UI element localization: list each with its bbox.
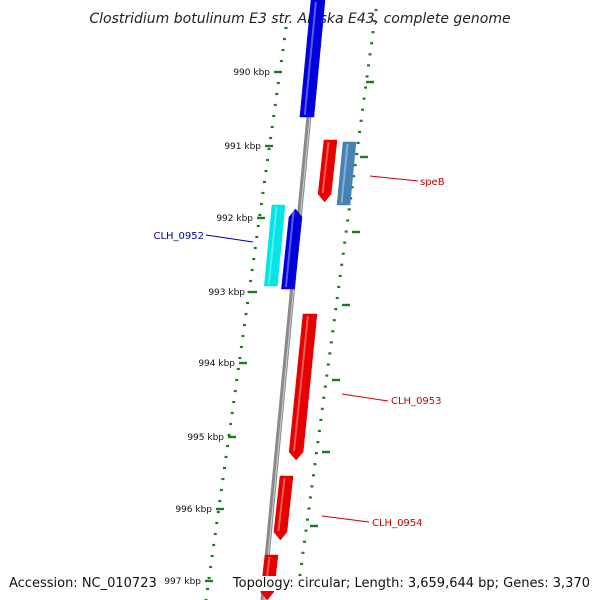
- gene-leader-line: [341, 393, 389, 402]
- gene-label[interactable]: CLH_0954: [372, 518, 423, 529]
- tick-label: 994 kbp: [198, 359, 235, 369]
- gene-arrow[interactable]: [336, 141, 357, 206]
- gene-arrow[interactable]: [281, 208, 303, 290]
- gene-label[interactable]: CLH_0953: [391, 396, 442, 407]
- accession-label: Accession: NC_010723: [7, 576, 159, 591]
- tick-label: 990 kbp: [233, 68, 270, 78]
- gene-features: [260, 0, 357, 600]
- tick-label: 992 kbp: [216, 214, 253, 224]
- tick-label: 997 kbp: [164, 577, 201, 587]
- gene-leader-line: [321, 515, 370, 523]
- gene-arrow[interactable]: [288, 313, 318, 461]
- gene-arrow[interactable]: [273, 475, 294, 541]
- gene-arrow[interactable]: [299, 0, 326, 118]
- gene-label[interactable]: CLH_0952: [153, 231, 204, 242]
- map-title: Clostridium botulinum E3 str. Alaska E43…: [89, 11, 510, 27]
- tick-label: 993 kbp: [208, 288, 245, 298]
- tick-label: 996 kbp: [175, 505, 212, 515]
- gene-labels: speB CLH_0952 CLH_0953 CLH_0954: [153, 175, 445, 529]
- tick-labels: 990 kbp 991 kbp 992 kbp 993 kbp 994 kbp 995 k…: [164, 68, 282, 587]
- gene-arrow[interactable]: [264, 204, 286, 287]
- tick-rings: [204, 8, 378, 600]
- gene-leader-line: [369, 175, 419, 182]
- tick-label: 995 kbp: [187, 433, 224, 443]
- gene-label[interactable]: speB: [420, 177, 445, 188]
- gene-arrow[interactable]: [317, 139, 338, 203]
- tick-label: 991 kbp: [224, 142, 261, 152]
- genome-summary: Topology: circular; Length: 3,659,644 bp…: [230, 576, 592, 591]
- gene-leader-line: [205, 234, 254, 243]
